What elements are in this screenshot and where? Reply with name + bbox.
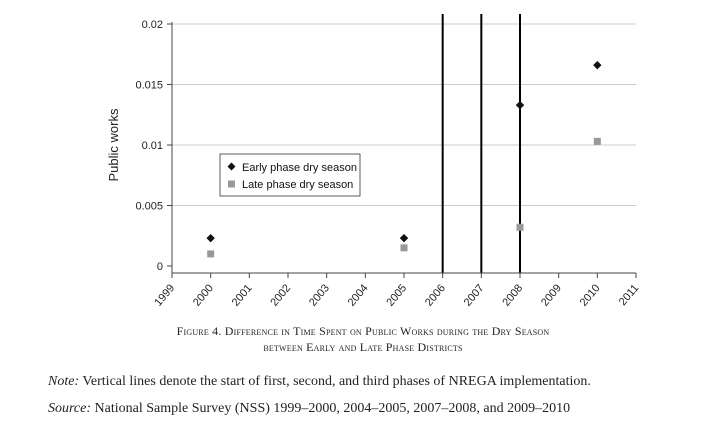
x-tick-label: 2003 xyxy=(307,282,332,308)
y-tick-label: 0.01 xyxy=(142,140,163,152)
scatter-chart: Public works 0 0.005 0.01 0.015 0.02 1999 200… xyxy=(106,14,641,309)
early-phase-point xyxy=(206,233,215,243)
legend-marker-early xyxy=(227,162,236,171)
legend: Early phase dry season Late phase dry se… xyxy=(219,153,361,197)
note-label: Note: xyxy=(48,374,80,389)
early-phase-point xyxy=(515,100,525,110)
figure-caption-line2: between Early and Late Phase Districts xyxy=(263,340,463,354)
y-tick-label: 0.015 xyxy=(135,80,163,92)
early-phase-point xyxy=(399,233,409,243)
source-text: Source: National Sample Survey (NSS) 199… xyxy=(48,401,708,417)
x-tick-label: 2000 xyxy=(191,282,216,308)
figure-caption-line1: Figure 4. Difference in Time Spent on Pu… xyxy=(176,324,550,338)
late-phase-point xyxy=(593,137,601,145)
x-tick-label: 2007 xyxy=(462,282,487,308)
x-tick-label: 2011 xyxy=(617,282,641,308)
x-tick-label: 2008 xyxy=(500,282,525,308)
source-body: National Sample Survey (NSS) 1999–2000, … xyxy=(91,401,571,416)
late-phase-point xyxy=(207,250,215,258)
x-axis-ticks: 1999 2000 2001 2002 2003 2004 2005 2006 2007 2008… xyxy=(152,273,641,309)
phase-lines xyxy=(441,14,521,273)
data-points xyxy=(206,60,602,258)
y-tick-label: 0 xyxy=(157,261,163,273)
legend-marker-late xyxy=(228,180,235,188)
y-tick-label: 0.005 xyxy=(135,201,163,213)
y-axis-ticks: 0 0.005 0.01 0.015 0.02 xyxy=(135,19,172,273)
x-tick-label: 2010 xyxy=(578,282,603,308)
x-tick-label: 2009 xyxy=(539,282,564,308)
early-phase-point xyxy=(593,60,602,70)
x-tick-label: 2006 xyxy=(423,282,448,308)
x-tick-label: 2005 xyxy=(384,282,409,308)
source-label: Source: xyxy=(48,401,92,416)
late-phase-point xyxy=(400,244,408,252)
legend-label-late: Late phase dry season xyxy=(242,179,353,191)
y-axis-label: Public works xyxy=(106,108,121,181)
legend-label-early: Early phase dry season xyxy=(242,162,357,174)
x-tick-label: 1999 xyxy=(152,282,177,308)
note-body: Vertical lines denote the start of first… xyxy=(79,374,591,389)
gridlines xyxy=(172,23,636,206)
x-tick-label: 2001 xyxy=(230,282,255,308)
note-text: Note: Vertical lines denote the start of… xyxy=(48,374,708,390)
x-tick-label: 2002 xyxy=(268,282,293,308)
legend-box xyxy=(219,153,361,197)
late-phase-point xyxy=(516,223,524,231)
y-tick-label: 0.02 xyxy=(142,19,163,31)
x-tick-label: 2004 xyxy=(346,282,371,308)
